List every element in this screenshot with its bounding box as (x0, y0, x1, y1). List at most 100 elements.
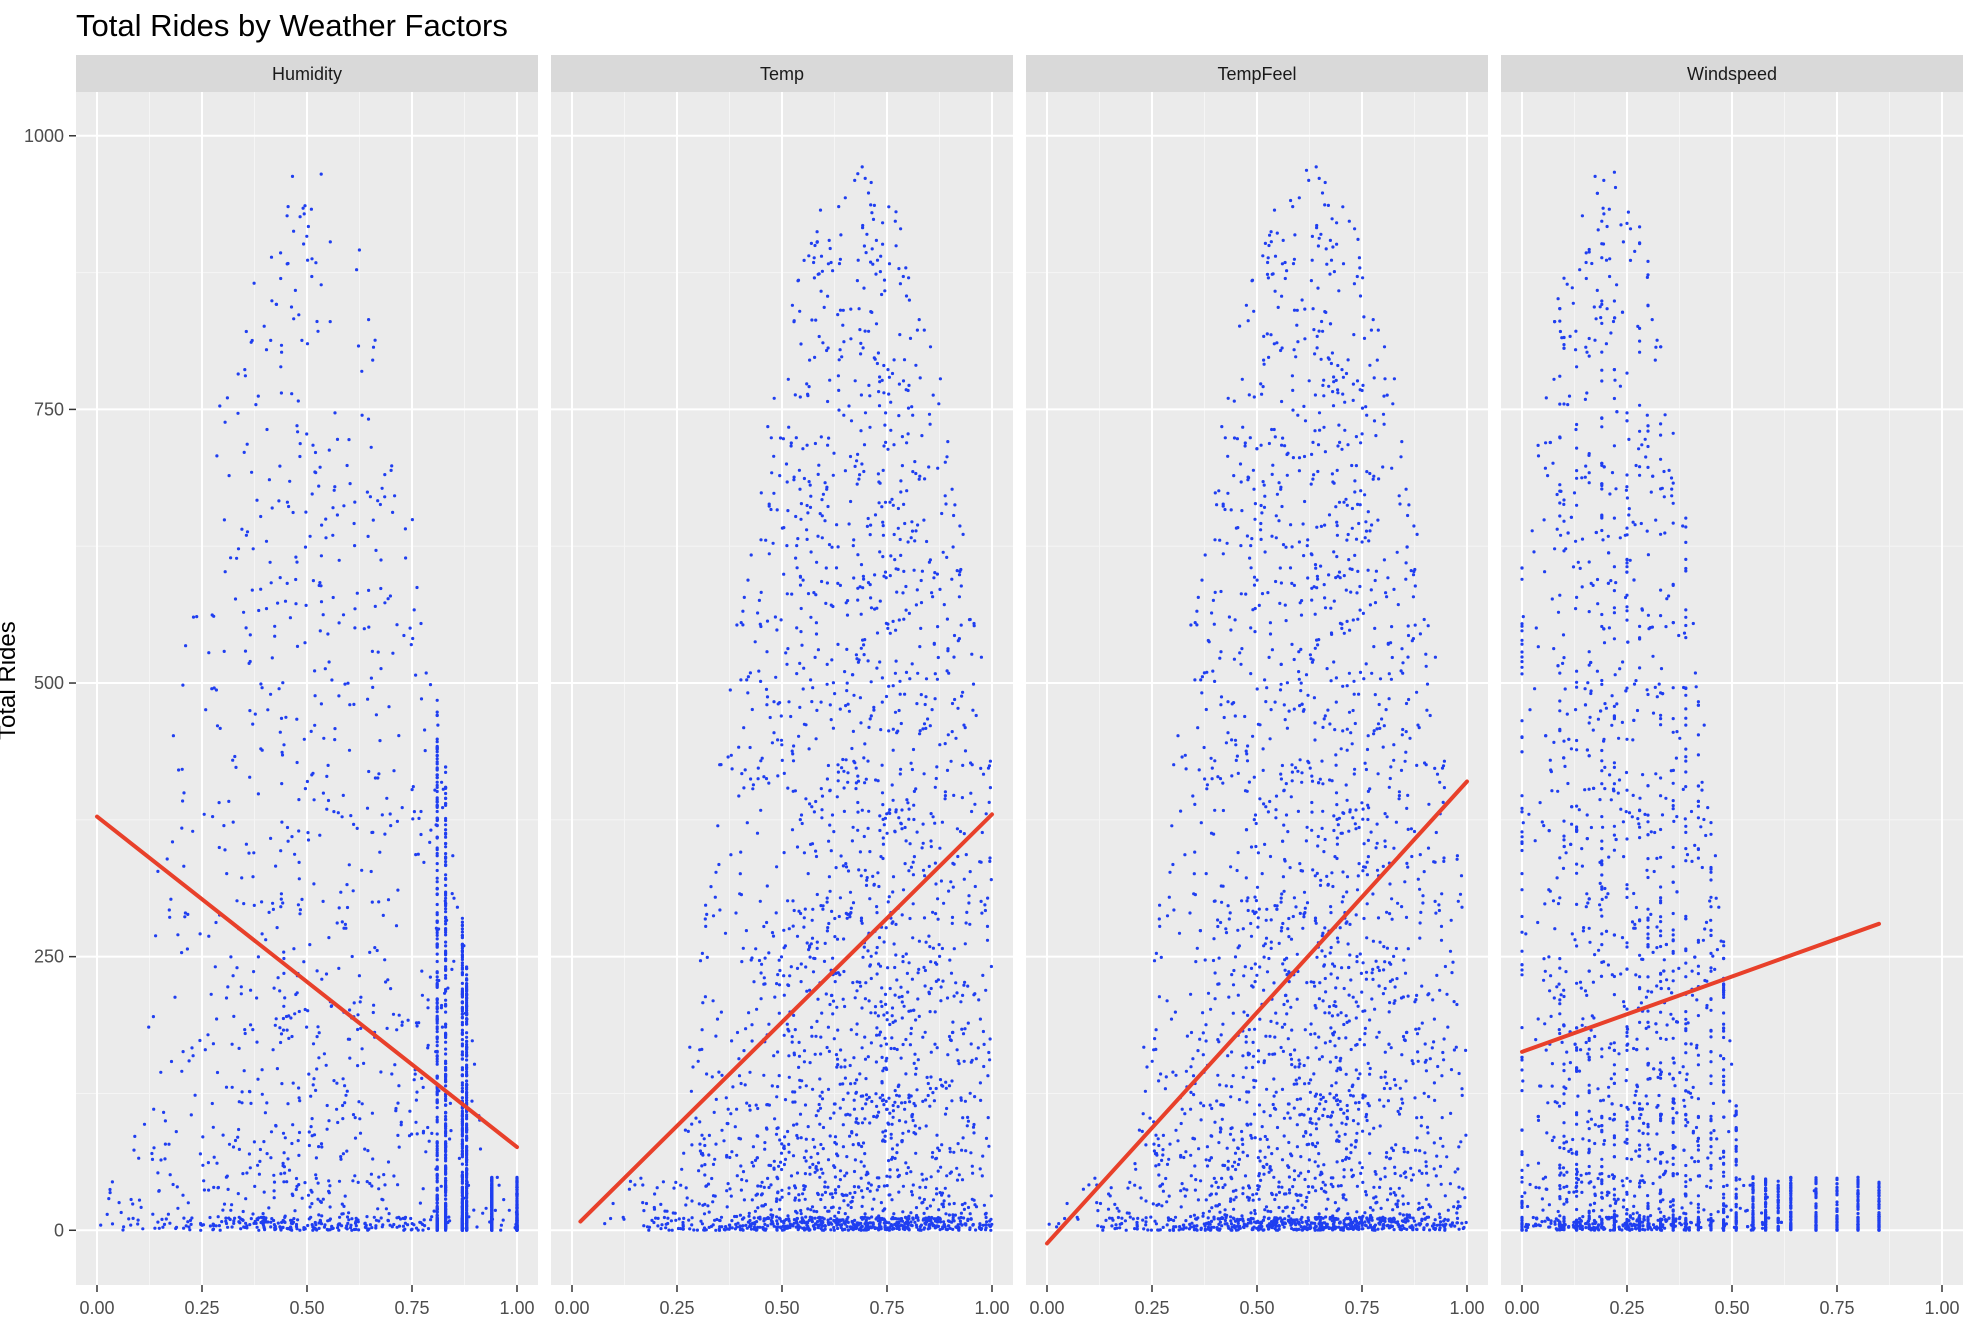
scatter-point (879, 855, 883, 859)
scatter-point (821, 907, 825, 911)
scatter-point (929, 812, 933, 816)
scatter-point (230, 1203, 234, 1207)
scatter-point (327, 448, 331, 452)
scatter-point (876, 351, 881, 355)
scatter-point (171, 1182, 175, 1187)
scatter-point (265, 427, 269, 432)
scatter-point (186, 1201, 190, 1205)
scatter-point (166, 1212, 170, 1216)
scatter-point (943, 742, 947, 746)
scatter-point (863, 1117, 867, 1121)
scatter-point (804, 1137, 808, 1141)
scatter-point (962, 832, 966, 836)
scatter-point (729, 753, 733, 757)
scatter-point (966, 1115, 970, 1119)
scatter-point (444, 967, 448, 971)
scatter-point (353, 1116, 357, 1120)
scatter-point (397, 1084, 401, 1088)
scatter-point (414, 1120, 418, 1124)
scatter-point (961, 1116, 965, 1120)
scatter-point (839, 1048, 843, 1052)
scatter-point (927, 465, 931, 469)
scatter-point (830, 545, 834, 549)
scatter-point (888, 500, 892, 504)
scatter-point (367, 1227, 371, 1231)
scatter-point (339, 890, 343, 894)
scatter-point (465, 1086, 469, 1090)
scatter-point (465, 1172, 469, 1176)
scatter-point (928, 945, 932, 949)
scatter-point (841, 1082, 845, 1086)
scatter-point (814, 854, 819, 859)
scatter-point (860, 165, 864, 169)
scatter-point (906, 540, 910, 544)
scatter-point (341, 793, 345, 798)
scatter-point (374, 548, 378, 553)
scatter-point (180, 951, 184, 955)
scatter-point (828, 889, 832, 893)
scatter-point (880, 791, 885, 795)
scatter-point (945, 1106, 949, 1111)
scatter-point (435, 1193, 439, 1197)
scatter-point (985, 1220, 989, 1224)
scatter-point (914, 787, 918, 791)
y-tick-label: 1000 (24, 126, 64, 146)
scatter-point (465, 1008, 469, 1013)
scatter-point (465, 1070, 469, 1074)
scatter-point (444, 1220, 448, 1224)
scatter-point (799, 1208, 803, 1213)
scatter-point (762, 924, 766, 929)
scatter-point (930, 1155, 935, 1159)
scatter-point (807, 1218, 812, 1222)
scatter-point (270, 506, 274, 510)
scatter-point (831, 999, 836, 1003)
scatter-point (862, 244, 867, 248)
scatter-point (366, 1149, 370, 1153)
scatter-point (181, 683, 185, 687)
scatter-point (310, 1202, 314, 1206)
scatter-point (891, 619, 895, 624)
scatter-point (472, 1062, 477, 1066)
scatter-point (922, 772, 926, 776)
scatter-point (819, 700, 823, 704)
scatter-point (465, 1020, 469, 1024)
scatter-point (444, 1066, 448, 1071)
scatter-point (419, 621, 423, 626)
scatter-point (766, 1176, 770, 1180)
scatter-point (883, 289, 887, 293)
scatter-point (948, 1038, 953, 1042)
scatter-point (460, 1006, 464, 1011)
scatter-point (971, 1125, 976, 1129)
scatter-point (833, 1188, 838, 1192)
scatter-point (201, 1223, 206, 1227)
scatter-point (490, 1211, 494, 1215)
scatter-point (121, 1228, 125, 1232)
scatter-point (984, 1136, 989, 1140)
scatter-point (919, 1223, 924, 1227)
scatter-point (903, 862, 907, 866)
scatter-point (391, 510, 395, 514)
scatter-point (939, 985, 943, 989)
scatter-point (843, 469, 848, 473)
scatter-point (347, 748, 352, 752)
scatter-point (866, 191, 871, 195)
scatter-point (712, 1110, 716, 1114)
scatter-point (419, 1221, 423, 1225)
scatter-point (846, 1228, 850, 1232)
scatter-point (829, 1228, 833, 1232)
scatter-point (730, 1150, 734, 1154)
scatter-point (842, 937, 846, 941)
scatter-point (790, 592, 794, 596)
scatter-point (754, 947, 758, 951)
scatter-point (348, 482, 352, 486)
scatter-point (180, 767, 184, 771)
scatter-point (460, 1089, 464, 1093)
scatter-point (795, 1171, 800, 1175)
scatter-point (229, 955, 233, 959)
scatter-point (856, 800, 860, 805)
scatter-point (904, 1072, 908, 1076)
scatter-point (333, 485, 337, 489)
scatter-point (943, 794, 948, 798)
scatter-point (820, 579, 824, 584)
scatter-point (880, 1080, 884, 1084)
